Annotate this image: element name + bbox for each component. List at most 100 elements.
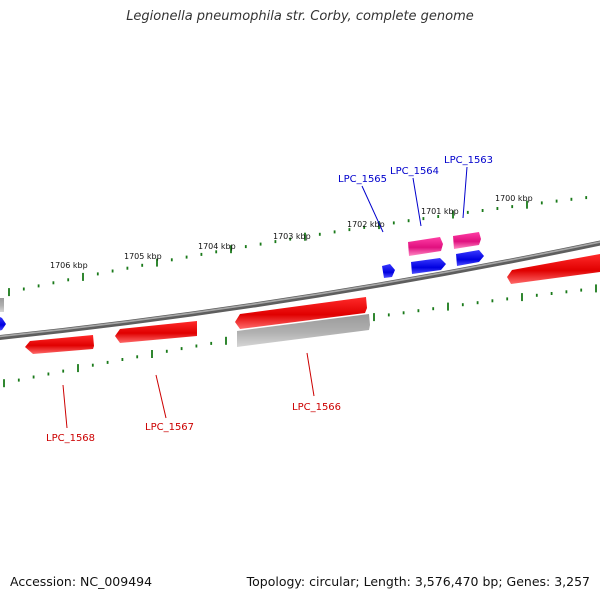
leader-lpc1567 <box>155 374 167 419</box>
outer-scale-minor-tick <box>37 284 40 288</box>
inner-scale-minor-tick <box>47 372 50 376</box>
gene-label-lpc1563: LPC_1563 <box>444 155 493 166</box>
scale-label-1700: 1700 kbp <box>495 194 533 203</box>
inner-scale-minor-tick <box>136 355 139 359</box>
inner-scale-major-tick <box>77 364 79 373</box>
outer-scale-major-tick <box>156 258 158 267</box>
leader-lpc1565 <box>361 185 384 233</box>
leader-lpc1566 <box>306 352 315 397</box>
inner-scale-major-tick <box>447 302 449 311</box>
inner-scale-minor-tick <box>417 309 420 313</box>
outer-scale-minor-tick <box>437 215 440 218</box>
gene-label-lpc1566: LPC_1566 <box>292 402 341 413</box>
inner-scale-minor-tick <box>32 375 35 379</box>
inner-scale-minor-tick <box>565 290 568 294</box>
gene-label-lpc1565: LPC_1565 <box>338 174 387 185</box>
outer-scale-minor-tick <box>481 209 484 212</box>
inner-scale-minor-tick <box>535 293 538 297</box>
leader-lpc1564 <box>412 177 422 227</box>
scale-label-1701: 1701 kbp <box>421 207 459 216</box>
scale-labels: 1706 kbp 1705 kbp 1704 kbp 1703 kbp 1702… <box>50 194 533 270</box>
outer-scale-minor-tick <box>570 197 573 201</box>
gene-right-edge[interactable] <box>507 254 600 284</box>
outer-scale-minor-tick <box>540 201 543 205</box>
outer-scale-minor-tick <box>67 278 70 282</box>
inner-scale-minor-tick <box>387 313 390 317</box>
outer-scale-minor-tick <box>407 219 410 223</box>
outer-scale-minor-tick <box>170 258 173 262</box>
inner-scale-major-tick <box>595 284 597 293</box>
outer-scale-minor-tick <box>333 230 336 234</box>
gene-lpc1568[interactable] <box>25 335 94 354</box>
gene-label-lpc1564: LPC_1564 <box>390 166 439 177</box>
inner-scale-major-tick <box>151 350 153 358</box>
map-title: Legionella pneumophila str. Corby, compl… <box>126 9 474 24</box>
gene-lpc1564-blue[interactable] <box>411 258 446 274</box>
gene-lpc1566[interactable] <box>235 297 367 329</box>
genome-backbone <box>0 240 600 340</box>
outer-scale-minor-tick <box>348 228 351 232</box>
outer-scale-minor-tick <box>185 255 188 259</box>
leader-lpc1563 <box>462 166 468 219</box>
accession-text: Accession: NC_009494 <box>10 574 153 589</box>
outer-scale-minor-tick <box>52 281 55 285</box>
gene-lpc1567[interactable] <box>115 321 197 343</box>
scale-label-1703: 1703 kbp <box>273 232 311 241</box>
inner-scale-minor-tick <box>506 297 509 301</box>
outer-scale-major-tick <box>8 288 10 297</box>
outer-scale-minor-tick <box>22 287 25 291</box>
inner-scale-minor-tick <box>402 311 405 315</box>
scale-label-1702: 1702 kbp <box>347 220 385 229</box>
gene-left-edge-blue[interactable] <box>0 316 6 331</box>
gene-lpc1563-pink[interactable] <box>453 232 481 249</box>
inner-scale-major-tick <box>373 313 375 322</box>
outer-scale-major-tick <box>452 210 454 219</box>
gene-lpc1563-blue[interactable] <box>456 250 484 266</box>
outer-scale-ticks <box>8 196 588 297</box>
outer-scale-major-tick <box>526 200 528 209</box>
outer-scale-minor-tick <box>363 225 366 229</box>
label-leaders <box>62 166 468 429</box>
inner-scale-minor-tick <box>62 369 65 373</box>
gene-labels: LPC_1565 LPC_1564 LPC_1563 LPC_1568 LPC_… <box>46 155 493 444</box>
outer-scale-minor-tick <box>496 207 499 210</box>
outer-scale-minor-tick <box>244 245 247 249</box>
outer-scale-minor-tick <box>111 269 114 273</box>
outer-scale-minor-tick <box>259 242 262 246</box>
gene-gray-block[interactable] <box>237 314 370 347</box>
inner-scale-major-tick <box>3 379 5 388</box>
outer-scale-minor-tick <box>318 232 321 236</box>
scale-label-1705: 1705 kbp <box>124 252 162 261</box>
outer-scale-minor-tick <box>215 250 218 254</box>
gene-left-edge-gray[interactable] <box>0 298 4 312</box>
leader-lpc1568 <box>62 384 68 429</box>
outer-scale-minor-tick <box>141 263 144 267</box>
inner-scale-major-tick <box>521 293 523 302</box>
scale-label-1704: 1704 kbp <box>198 242 236 251</box>
outer-scale-minor-tick <box>200 252 203 256</box>
outer-scale-minor-tick <box>274 240 277 244</box>
genome-stats-text: Topology: circular; Length: 3,576,470 bp… <box>246 574 590 589</box>
outer-scale-major-tick <box>82 272 84 281</box>
inner-scale-minor-tick <box>17 378 20 382</box>
inner-scale-minor-tick <box>91 363 94 367</box>
inner-scale-minor-tick <box>195 344 198 348</box>
outer-scale-minor-tick <box>511 205 514 209</box>
outer-scale-major-tick <box>230 245 232 254</box>
outer-scale-major-tick <box>304 232 306 241</box>
inner-scale-minor-tick <box>461 303 464 307</box>
forward-genes <box>0 232 600 331</box>
gene-lpc1564-pink[interactable] <box>408 237 443 256</box>
gene-label-lpc1567: LPC_1567 <box>145 422 194 433</box>
reverse-genes <box>25 297 370 354</box>
inner-scale-minor-tick <box>210 341 213 345</box>
inner-scale-major-tick <box>225 336 227 345</box>
outer-scale-minor-tick <box>555 199 558 203</box>
outer-scale-minor-tick <box>422 217 425 221</box>
gene-lpc1565[interactable] <box>382 264 395 278</box>
inner-scale-minor-tick <box>491 299 494 303</box>
inner-scale-minor-tick <box>580 288 583 292</box>
inner-scale-minor-tick <box>432 307 435 311</box>
outer-scale-minor-tick <box>96 272 99 276</box>
